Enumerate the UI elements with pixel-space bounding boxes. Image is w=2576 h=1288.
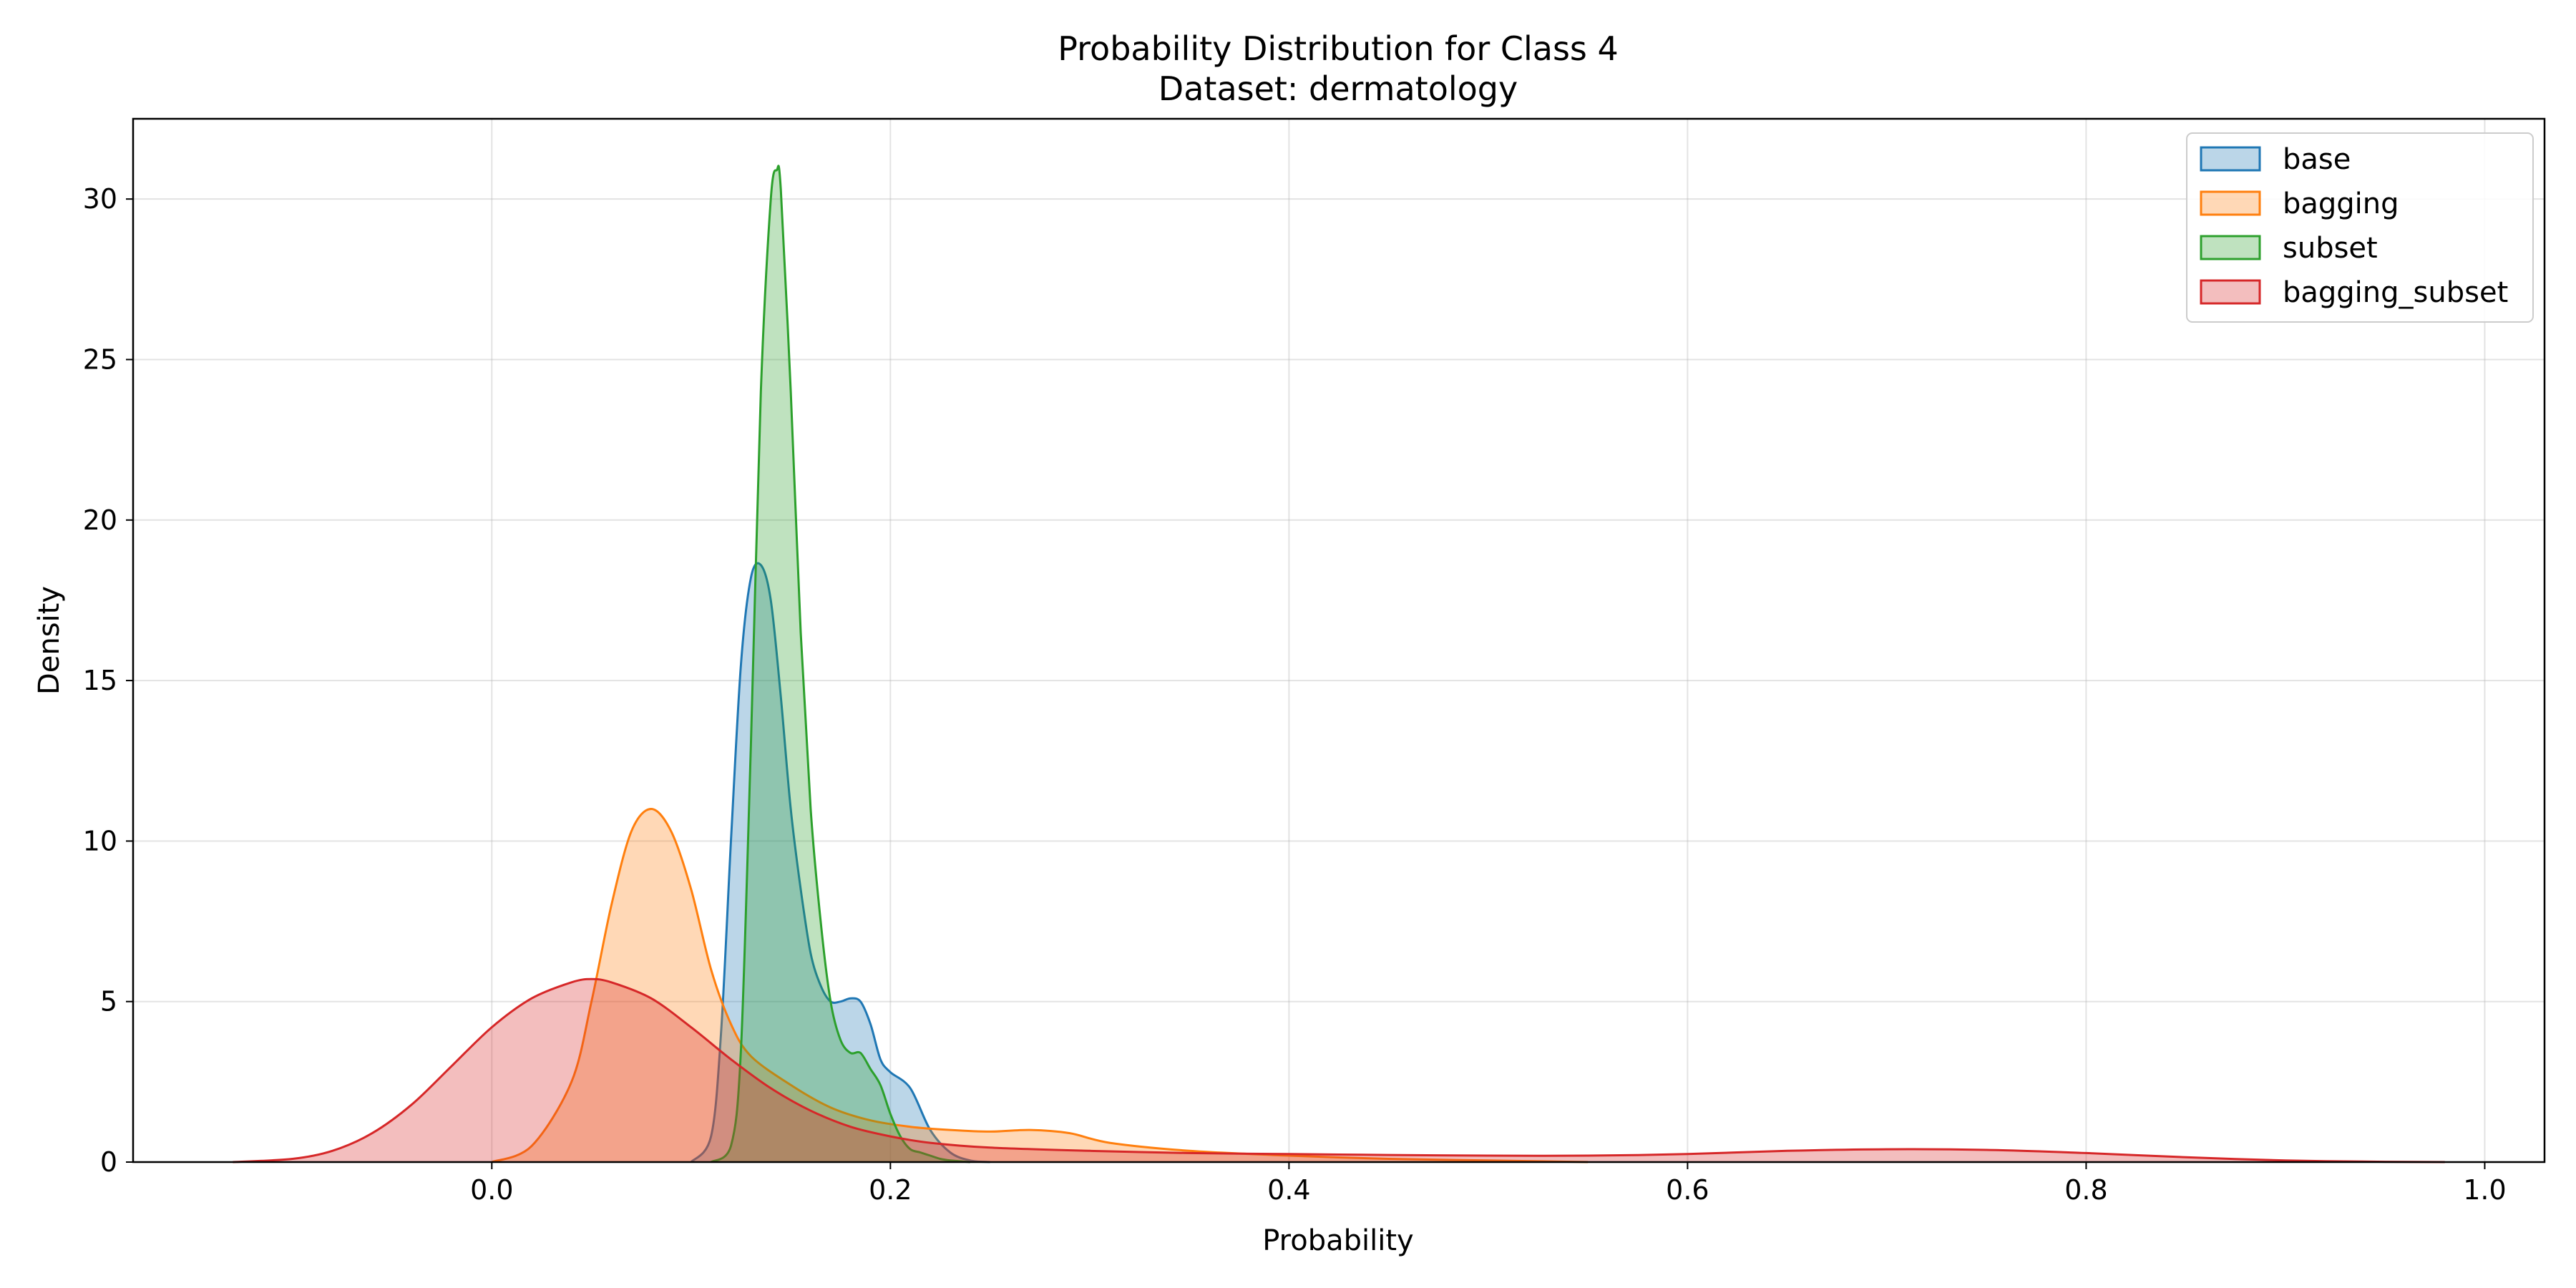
y-tick-label: 0	[100, 1146, 117, 1178]
legend-swatch-bagging	[2200, 190, 2261, 216]
series-group	[233, 165, 2445, 1163]
x-tick-label: 0.0	[470, 1174, 513, 1206]
density-line-bagging_subset	[233, 977, 2445, 1163]
density-area-subset	[711, 165, 970, 1162]
y-tick-label: 10	[83, 825, 117, 857]
x-axis-label: Probability	[1262, 1224, 1413, 1257]
x-tick-label: 0.6	[1666, 1174, 1709, 1206]
y-axis-label: Density	[33, 586, 66, 695]
y-tick-label: 15	[83, 665, 117, 696]
legend: base bagging subset bagging_subset	[2186, 132, 2534, 323]
x-tick-label: 0.2	[869, 1174, 912, 1206]
y-tick-label: 20	[83, 504, 117, 536]
density-line-subset	[710, 165, 970, 1163]
density-area-bagging	[492, 809, 1589, 1162]
legend-swatch-bagging_subset	[2200, 279, 2261, 305]
axis-ticks: 0.0 0.2 0.4 0.6 0.8 1.0 0 5 10 15 20 25 30	[83, 183, 2507, 1206]
y-tick-label: 25	[83, 343, 117, 375]
x-tick-label: 1.0	[2463, 1174, 2506, 1206]
legend-frame	[2186, 132, 2534, 323]
legend-swatch-base	[2200, 146, 2261, 172]
legend-swatch-subset	[2200, 235, 2261, 260]
legend-label-base: base	[2283, 143, 2351, 176]
x-tick-label: 0.4	[1267, 1174, 1310, 1206]
density-area-bagging_subset	[233, 979, 2445, 1162]
legend-label-bagging: bagging	[2283, 187, 2399, 220]
chart-subtitle: Dataset: dermatology	[1158, 69, 1518, 108]
chart-title: Probability Distribution for Class 4	[1058, 29, 1619, 68]
plot-frame	[132, 117, 2546, 1163]
y-tick-label: 30	[83, 183, 117, 215]
density-area-base	[691, 563, 990, 1162]
y-tick-label: 5	[100, 986, 117, 1018]
legend-label-subset: subset	[2283, 232, 2378, 265]
x-tick-label: 0.8	[2064, 1174, 2107, 1206]
legend-label-bagging_subset: bagging_subset	[2283, 276, 2508, 309]
density-line-base	[690, 562, 990, 1163]
